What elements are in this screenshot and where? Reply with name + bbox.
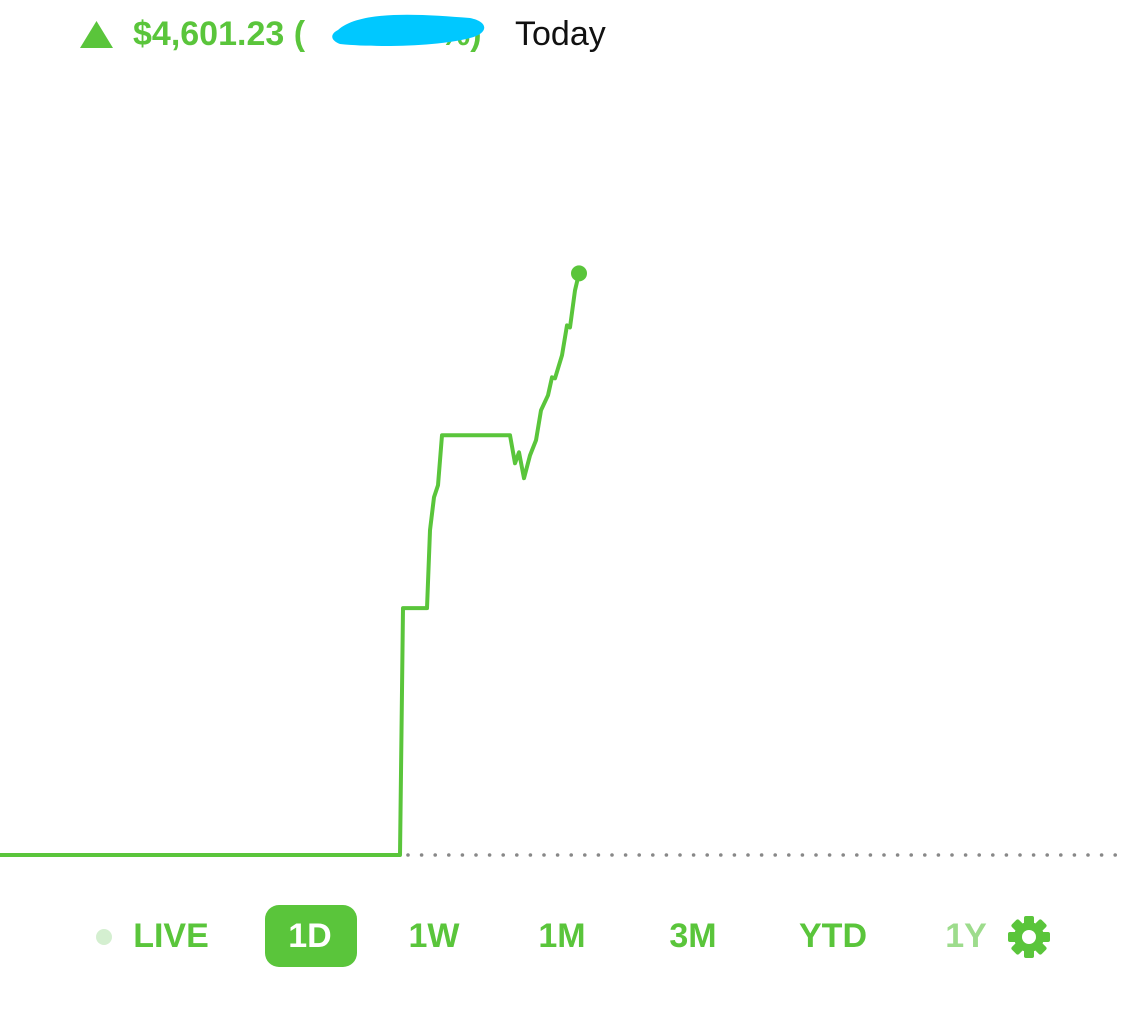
- baseline-dot: [542, 853, 546, 857]
- baseline-dot: [991, 853, 995, 857]
- change-amount: $4,601.23 (: [133, 15, 306, 53]
- baseline-dot: [759, 853, 764, 857]
- baseline-dot: [515, 853, 519, 857]
- tab-label[interactable]: 1D: [288, 917, 331, 955]
- baseline-dot: [487, 853, 492, 857]
- baseline-dot: [1045, 853, 1049, 857]
- tabs: LIVE 1D 1W 1M 3M YTD 1Y: [96, 905, 987, 967]
- baseline-dot: [528, 853, 533, 857]
- baseline-dot: [746, 853, 750, 857]
- tab-label[interactable]: 1W: [409, 917, 461, 955]
- redaction: [332, 14, 485, 46]
- baseline-dot: [868, 853, 873, 857]
- baseline-dot: [800, 853, 805, 857]
- baseline-dot: [433, 853, 438, 857]
- baseline-dot: [651, 853, 655, 857]
- baseline-dot: [678, 853, 682, 857]
- baseline-dot: [909, 853, 913, 857]
- baseline-dot: [555, 853, 560, 857]
- baseline-dot: [1018, 853, 1022, 857]
- baseline-dot: [474, 853, 478, 857]
- baseline-dot: [827, 853, 832, 857]
- baseline-dot: [1099, 853, 1104, 857]
- baseline-dot: [895, 853, 900, 857]
- baseline-dot: [419, 853, 424, 857]
- baseline-dot: [637, 853, 641, 857]
- tab-label[interactable]: 1Y: [945, 917, 987, 955]
- tab-selected-bg: [265, 905, 357, 967]
- live-dot: [96, 929, 112, 945]
- tab-label[interactable]: 1M: [538, 917, 585, 955]
- baseline-dot: [787, 853, 791, 857]
- baseline-dot: [1072, 853, 1077, 857]
- baseline-dot: [460, 853, 465, 857]
- baseline-dot: [610, 853, 614, 857]
- up-arrow: [80, 21, 113, 48]
- current-point: [571, 265, 587, 282]
- baseline-dot: [923, 853, 927, 857]
- baseline-dot: [569, 853, 573, 857]
- baseline-dot: [406, 853, 410, 857]
- baseline-dot: [1059, 853, 1063, 857]
- baseline-dot: [501, 853, 506, 857]
- tab-label[interactable]: YTD: [799, 917, 867, 955]
- baseline-dot: [1031, 853, 1036, 857]
- baseline-dot: [936, 853, 941, 857]
- tab-label[interactable]: 3M: [669, 917, 716, 955]
- baseline-dot: [664, 853, 669, 857]
- baseline-dot: [705, 853, 709, 857]
- baseline-dot: [855, 853, 859, 857]
- baseline-dot: [719, 853, 723, 857]
- baseline-dot: [732, 853, 737, 857]
- baseline-dot: [814, 853, 818, 857]
- tab-label[interactable]: LIVE: [133, 917, 209, 955]
- baseline-dot: [1086, 853, 1090, 857]
- baseline-dot: [583, 853, 587, 857]
- baseline-dot: [963, 853, 968, 857]
- settings-gear[interactable]: [999, 907, 1058, 966]
- baseline-dot: [691, 853, 696, 857]
- baseline-dot: [447, 853, 451, 857]
- baseline-dot: [773, 853, 777, 857]
- baseline-dot: [950, 853, 954, 857]
- baseline-dot: [841, 853, 845, 857]
- period: Today: [515, 15, 606, 53]
- price-line: [0, 272, 581, 857]
- baseline-dot: [977, 853, 981, 857]
- baseline-dot: [1113, 853, 1117, 857]
- baseline-dot: [1004, 853, 1009, 857]
- baseline-dot: [623, 853, 628, 857]
- baseline-dot: [596, 853, 601, 857]
- baseline-dot: [882, 853, 886, 857]
